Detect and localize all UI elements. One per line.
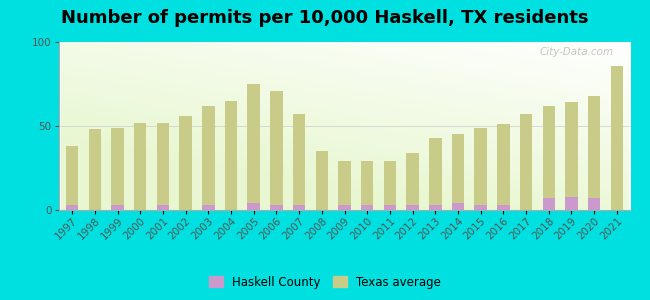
Bar [452,203,464,210]
Bar [88,129,101,210]
Bar [66,205,79,210]
Bar [270,91,283,210]
Text: City-Data.com: City-Data.com [540,47,614,57]
Bar [406,205,419,210]
Bar [248,84,260,210]
Bar [406,153,419,210]
Bar [225,101,237,210]
Bar [520,114,532,210]
Bar [134,123,146,210]
Bar [179,116,192,210]
Bar [293,205,306,210]
Bar [361,205,374,210]
Bar [202,205,215,210]
Legend: Haskell County, Texas average: Haskell County, Texas average [207,273,443,291]
Bar [610,65,623,210]
Bar [429,205,441,210]
Bar [497,124,510,210]
Bar [202,106,215,210]
Bar [566,196,578,210]
Bar [270,205,283,210]
Bar [338,161,351,210]
Bar [588,96,601,210]
Bar [157,123,169,210]
Bar [384,205,396,210]
Bar [452,134,464,210]
Bar [293,114,306,210]
Bar [543,198,555,210]
Text: Number of permits per 10,000 Haskell, TX residents: Number of permits per 10,000 Haskell, TX… [61,9,589,27]
Bar [338,205,351,210]
Bar [66,146,79,210]
Bar [474,205,487,210]
Bar [543,106,555,210]
Bar [429,138,441,210]
Bar [111,205,124,210]
Bar [361,161,374,210]
Bar [474,128,487,210]
Bar [566,103,578,210]
Bar [588,198,601,210]
Bar [157,205,169,210]
Bar [384,161,396,210]
Bar [497,205,510,210]
Bar [248,203,260,210]
Bar [111,128,124,210]
Bar [315,151,328,210]
